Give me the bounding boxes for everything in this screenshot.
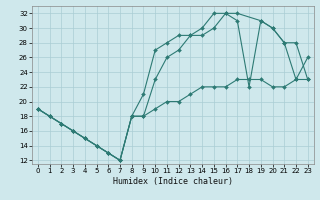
X-axis label: Humidex (Indice chaleur): Humidex (Indice chaleur) (113, 177, 233, 186)
